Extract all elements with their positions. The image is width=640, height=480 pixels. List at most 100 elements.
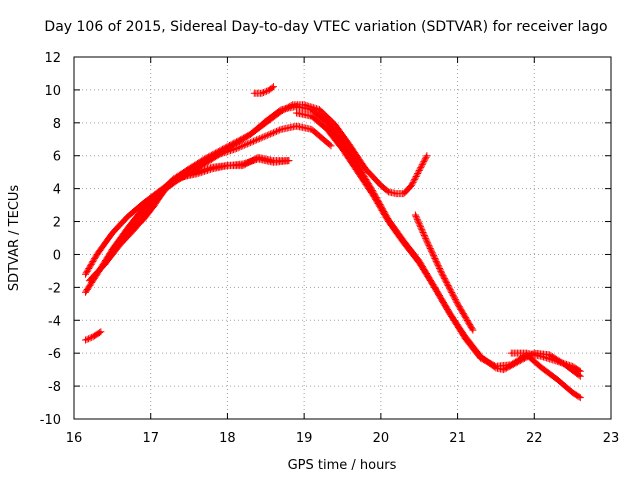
x-tick-label: 16 <box>66 431 83 446</box>
y-tick-label: 4 <box>53 183 61 198</box>
tick-layer: 16 17 18 19 20 21 22 23 -10 -8 -6 -4 -2 0 2 4 6 8 10 12 <box>40 51 620 446</box>
data-point <box>211 167 214 170</box>
data-point <box>295 105 298 108</box>
data-point <box>295 111 298 114</box>
series-segment-evening <box>411 211 477 334</box>
data-point <box>326 128 329 131</box>
y-tick-label: 10 <box>44 84 61 99</box>
y-tick-label: -2 <box>48 281 61 296</box>
y-tick-label: 12 <box>44 51 61 66</box>
y-tick-label: 6 <box>53 150 61 165</box>
series-satellite-track-6 <box>101 153 293 268</box>
data-point <box>142 207 145 210</box>
data-point <box>372 194 375 197</box>
y-tick-label: 0 <box>53 248 61 263</box>
data-point <box>433 286 436 289</box>
data-point <box>333 123 336 126</box>
series-markers <box>292 109 584 402</box>
plot-frame <box>73 56 612 420</box>
data-point <box>253 92 256 95</box>
data-point <box>134 225 137 228</box>
data-point <box>103 263 106 266</box>
data-point <box>84 273 87 276</box>
data-point <box>418 169 421 172</box>
data-point <box>234 141 237 144</box>
x-axis-label: GPS time / hours <box>288 458 397 473</box>
data-point <box>341 148 344 151</box>
data-point <box>387 190 390 193</box>
y-tick-label: -4 <box>48 314 61 329</box>
data-point <box>571 365 574 368</box>
data-point <box>218 153 221 156</box>
data-point <box>295 125 298 128</box>
data-point <box>456 302 459 305</box>
data-point <box>326 121 329 124</box>
data-point <box>153 204 156 207</box>
x-tick-label: 18 <box>219 431 236 446</box>
data-point <box>115 245 118 248</box>
series-segment-late-morning <box>250 83 277 97</box>
y-tick-label: -6 <box>48 347 61 362</box>
data-point <box>410 184 413 187</box>
data-point <box>418 261 421 264</box>
data-point <box>99 330 102 333</box>
data-point <box>579 375 582 378</box>
data-point <box>402 241 405 244</box>
data-point <box>510 363 513 366</box>
data-point <box>525 352 528 355</box>
data-point <box>379 184 382 187</box>
data-point <box>268 88 271 91</box>
data-point <box>203 159 206 162</box>
data-point <box>126 227 129 230</box>
data-point <box>180 176 183 179</box>
data-point <box>310 115 313 118</box>
data-point <box>234 148 237 151</box>
data-point <box>280 108 283 111</box>
data-point <box>96 253 99 256</box>
data-point <box>84 339 87 342</box>
chart-title: Day 106 of 2015, Sidereal Day-to-day VTE… <box>44 19 607 35</box>
data-point <box>318 134 321 137</box>
data-point <box>356 171 359 174</box>
x-tick-label: 19 <box>296 431 313 446</box>
data-point <box>556 378 559 381</box>
data-point <box>441 273 444 276</box>
data-point <box>260 92 263 95</box>
data-point <box>402 192 405 195</box>
data-point <box>448 312 451 315</box>
data-point <box>556 360 559 363</box>
data-point <box>195 172 198 175</box>
data-point <box>510 352 513 355</box>
data-point <box>92 335 95 338</box>
data-point <box>142 202 145 205</box>
data-point <box>88 279 91 282</box>
data-point <box>303 126 306 129</box>
data-point <box>226 164 229 167</box>
x-tick-label: 22 <box>526 431 543 446</box>
data-point <box>310 128 313 131</box>
data-point <box>414 213 417 216</box>
data-point <box>157 190 160 193</box>
data-point <box>188 167 191 170</box>
x-tick-label: 17 <box>142 431 159 446</box>
data-point <box>494 365 497 368</box>
series-markers <box>507 349 584 375</box>
data-point <box>280 128 283 131</box>
data-point <box>548 353 551 356</box>
data-point <box>310 108 313 111</box>
y-tick-label: -8 <box>48 380 61 395</box>
data-point <box>126 215 129 218</box>
data-point <box>387 220 390 223</box>
data-point <box>579 370 582 373</box>
data-point <box>502 368 505 371</box>
data-point <box>84 291 87 294</box>
data-point <box>349 144 352 147</box>
data-point <box>249 141 252 144</box>
data-point <box>272 159 275 162</box>
data-point <box>165 185 168 188</box>
y-tick-label: -10 <box>40 413 61 428</box>
data-point <box>540 355 543 358</box>
series-markers <box>411 211 477 334</box>
data-point <box>318 108 321 111</box>
data-point <box>364 167 367 170</box>
